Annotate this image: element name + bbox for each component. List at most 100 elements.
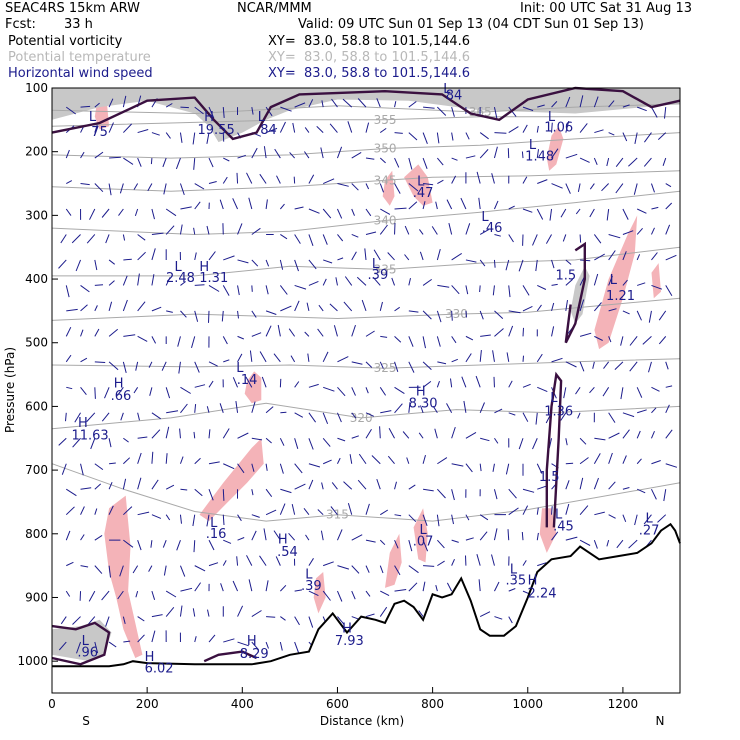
extrema-label-36: 1.5 (539, 470, 560, 485)
wind-vector-361 (294, 300, 300, 312)
wind-vector-231 (208, 361, 218, 367)
wind-vector-521 (387, 455, 395, 465)
wind-vector-936 (665, 385, 673, 388)
wind-vector-865 (622, 251, 627, 261)
wind-vector-628 (461, 376, 467, 388)
wind-vector-428 (333, 325, 338, 337)
wind-vector-905 (643, 157, 652, 167)
wind-vector-332 (279, 121, 286, 133)
wind-vector-173 (163, 565, 167, 576)
extrema-label-43: H (278, 532, 288, 547)
wind-vector-481 (365, 565, 370, 573)
wind-vector-745 (537, 562, 547, 567)
wind-vector-913 (648, 361, 652, 373)
wind-vector-63 (94, 565, 103, 574)
wind-vector-33 (80, 357, 88, 363)
wind-vector-137 (151, 208, 155, 220)
wind-vector-204 (193, 227, 196, 235)
wind-vector-614 (446, 582, 453, 592)
wind-vector-302 (251, 489, 254, 496)
wind-vector-897 (634, 514, 638, 526)
extrema-label-44: .54 (277, 545, 298, 560)
wind-vector-589 (436, 514, 440, 527)
wind-vector-757 (551, 302, 555, 312)
wind-vector-847 (603, 361, 610, 369)
extrema-label-50: 2.24 (528, 586, 557, 601)
wind-vector-142 (151, 336, 157, 344)
wind-vector-400 (322, 178, 335, 184)
wind-vector-749 (551, 101, 558, 108)
wind-vector-407 (322, 351, 329, 363)
wind-vector-96 (122, 275, 128, 286)
wind-vector-898 (628, 539, 638, 549)
wind-vector-675 (492, 463, 495, 472)
wind-vector-539 (408, 361, 415, 373)
wind-vector-64 (88, 590, 96, 602)
wind-vector-605 (451, 358, 458, 363)
extrema-label-53: H (247, 634, 257, 649)
wind-vector-496 (379, 387, 387, 396)
wind-vector-646 (479, 285, 481, 293)
wind-vector-838 (608, 132, 615, 136)
wind-vector-152 (151, 590, 156, 600)
y-tick-label-300: 300 (25, 208, 48, 222)
wind-vector-647 (479, 310, 484, 320)
wind-vector-243 (222, 107, 225, 118)
wind-vector-276 (232, 377, 239, 388)
wind-vector-885 (636, 208, 647, 214)
wind-vector-884 (633, 183, 638, 195)
theta-contour-label-340: 340 (374, 213, 397, 227)
wind-vector-640 (479, 132, 489, 140)
wind-vector-546 (408, 540, 413, 552)
wind-vector-349 (275, 556, 281, 566)
pv-positive-area-2 (199, 438, 264, 522)
wind-vector-377 (303, 151, 310, 159)
wind-vector-468 (365, 231, 377, 235)
wind-vector-109 (122, 616, 126, 625)
wind-vector-730 (537, 179, 548, 184)
wind-vector-536 (408, 277, 411, 286)
wind-vector-641 (479, 149, 489, 159)
wind-vector-308 (251, 641, 259, 651)
wind-vector-50 (86, 234, 96, 244)
wind-vector-914 (651, 386, 660, 392)
wind-vector-81 (109, 462, 116, 465)
wind-vector-224 (208, 181, 217, 185)
x-tick-label-1000: 1000 (512, 697, 543, 711)
wind-vector-755 (551, 259, 555, 269)
wind-vector-664 (491, 173, 495, 184)
wind-vector-118 (137, 273, 140, 286)
extrema-label-14: .47 (413, 186, 434, 201)
wind-vector-708 (522, 176, 528, 184)
wind-vector-347 (279, 503, 286, 515)
wind-vector-105 (123, 506, 133, 516)
wind-vector-853 (608, 514, 616, 519)
wind-vector-499 (371, 455, 381, 465)
extrema-label-26: L (236, 361, 244, 376)
wind-vector-339 (280, 305, 292, 312)
wind-vector-826 (589, 386, 595, 394)
wind-vector-447 (351, 251, 357, 261)
wind-vector-611 (451, 514, 454, 525)
wind-vector-306 (248, 579, 253, 592)
wind-vector-320 (261, 376, 267, 388)
wind-vector-401 (322, 208, 332, 219)
wind-vector-705 (522, 106, 534, 112)
x-axis-label: Distance (km) (320, 714, 404, 728)
wind-vector-155 (165, 103, 173, 108)
wind-vector-459 (351, 565, 360, 574)
wind-vector-185 (180, 310, 187, 318)
wind-vector-296 (251, 332, 262, 337)
pv-positive-area-9 (594, 215, 638, 350)
wind-vector-395 (308, 616, 314, 628)
wind-vector-557 (419, 251, 424, 261)
wind-vector-131 (137, 616, 145, 622)
pv-positive-area-3 (244, 371, 262, 404)
wind-vector-775 (560, 208, 567, 218)
wind-vector-366 (294, 438, 299, 449)
wind-vector-38 (80, 487, 92, 490)
wind-vector-355 (289, 152, 296, 159)
wind-vector-32 (80, 329, 84, 337)
wind-vector-474 (365, 387, 369, 394)
wind-vector-247 (219, 199, 224, 210)
